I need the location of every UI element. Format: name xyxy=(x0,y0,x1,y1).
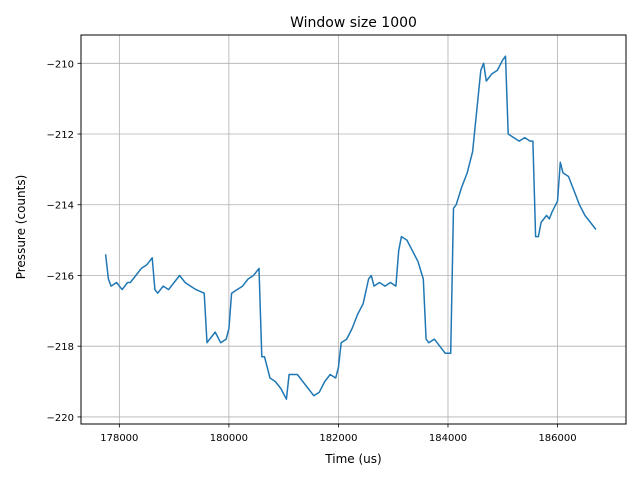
y-tick-label: −210 xyxy=(47,59,74,70)
series-layer xyxy=(104,55,597,400)
x-tick-label: 180000 xyxy=(210,433,248,444)
y-tick-label: −212 xyxy=(47,130,74,141)
x-axis-label: Time (us) xyxy=(324,452,381,466)
y-axis-label: Pressure (counts) xyxy=(14,175,28,280)
series-line xyxy=(104,55,597,400)
y-tick-label: −214 xyxy=(47,201,74,212)
y-tick-label: −216 xyxy=(47,271,74,282)
x-tick-label: 184000 xyxy=(429,433,467,444)
x-axis: 178000 180000 182000 184000 186000 xyxy=(100,424,577,444)
x-tick-label: 178000 xyxy=(100,433,138,444)
x-tick-label: 186000 xyxy=(538,433,576,444)
chart-title: Window size 1000 xyxy=(290,15,417,31)
y-tick-label: −218 xyxy=(47,342,74,353)
axes-frame xyxy=(80,34,627,425)
y-tick-label: −220 xyxy=(47,413,74,424)
x-tick-label: 182000 xyxy=(319,433,357,444)
grid xyxy=(81,35,626,424)
y-axis: −220 −218 −216 −214 −212 −210 xyxy=(47,59,81,424)
